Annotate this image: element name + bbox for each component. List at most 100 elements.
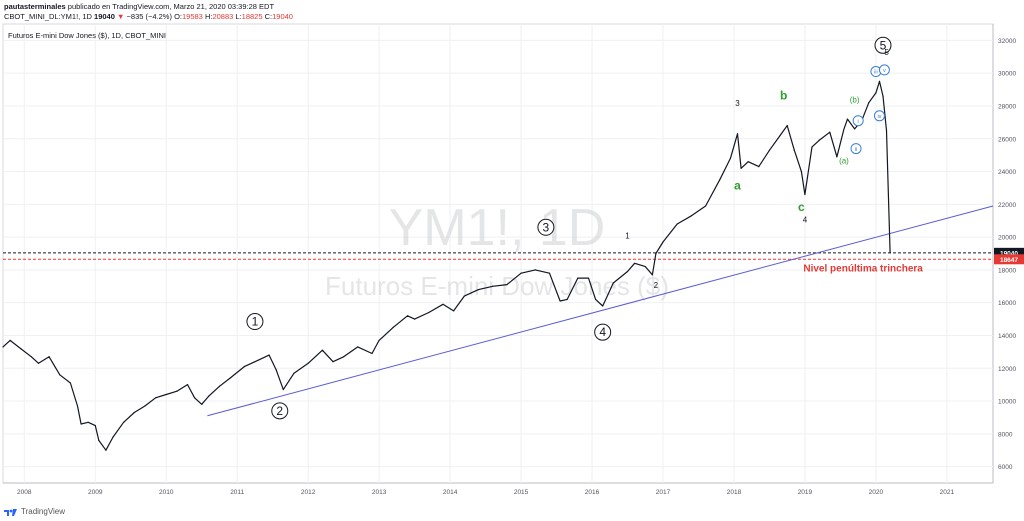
price-point <box>307 362 309 364</box>
price-point <box>428 311 430 314</box>
y-tick-label: 16000 <box>998 300 1016 307</box>
open-value: 19583 <box>182 12 203 21</box>
price-point <box>87 421 89 423</box>
price-point <box>30 356 32 358</box>
level-tag-label: 19040 <box>1000 250 1018 257</box>
published-info: publicado en TradingView.com, Marzo 21, … <box>67 2 275 11</box>
price-point <box>818 139 820 141</box>
price-point <box>229 377 231 379</box>
wave-label: v <box>883 68 886 74</box>
x-tick-label: 2018 <box>727 489 742 496</box>
low-label: L: <box>235 12 242 21</box>
price-series-layer <box>2 80 891 451</box>
price-point <box>548 272 551 274</box>
y-tick-label: 8000 <box>998 431 1013 438</box>
price-point <box>868 102 870 104</box>
price-point <box>804 193 806 196</box>
price-point <box>406 315 409 317</box>
x-tick-label: 2013 <box>372 489 387 496</box>
price-point <box>477 288 480 291</box>
x-tick-label: 2015 <box>514 489 529 496</box>
wave-label: (b) <box>850 96 860 105</box>
price-point <box>587 277 590 279</box>
price-point <box>577 277 579 279</box>
price-point <box>559 300 561 302</box>
wave-label: iv <box>877 114 881 120</box>
price-point <box>282 388 284 391</box>
price-point <box>740 167 742 169</box>
tradingview-logo-icon <box>4 509 17 516</box>
price-point <box>37 362 40 364</box>
price-point <box>94 425 96 427</box>
y-tick-label: 18000 <box>998 267 1016 274</box>
price-point <box>69 382 72 384</box>
support-trendline <box>207 205 994 417</box>
wave-label: 2 <box>654 281 659 290</box>
price-point <box>612 282 614 284</box>
price-point <box>243 366 245 368</box>
wave-label: 4 <box>803 215 808 224</box>
price-point <box>194 397 196 399</box>
low-value: 18825 <box>241 12 263 21</box>
wave-label: (a) <box>839 156 849 165</box>
price-point <box>463 295 465 297</box>
x-tick-label: 2008 <box>17 489 32 496</box>
price-point <box>875 92 877 94</box>
wave-annotations: Nivel penúltima trinchera 1 2 3 4 5 1 2 3 4 5 a b c (a… <box>246 36 923 420</box>
level-annotation: Nivel penúltima trinchera <box>803 264 923 275</box>
price-point <box>98 439 100 441</box>
x-tick-label: 2016 <box>585 489 600 496</box>
price-point <box>736 133 739 135</box>
chart-header: pautasterminales publicado en TradingVie… <box>4 2 293 22</box>
price-point <box>889 252 891 254</box>
author-name[interactable]: pautasterminales <box>4 2 66 11</box>
high-value: 20883 <box>212 12 234 21</box>
ticker-line: CBOT_MINI_DL:YM1!, 1D 19040 ▼ −835 (−4.2… <box>4 12 293 22</box>
ticker: CBOT_MINI_DL:YM1!, 1D <box>4 12 92 21</box>
price-point <box>201 403 203 405</box>
y-tick-label: 6000 <box>998 464 1013 471</box>
open-label: O: <box>174 12 182 21</box>
wave-label: a <box>734 179 741 193</box>
level-tag-bg <box>994 254 1024 265</box>
gridlines <box>3 24 993 483</box>
y-tick-label: 12000 <box>998 366 1016 373</box>
change-down-icon: ▼ <box>117 12 125 21</box>
price-point <box>321 349 323 351</box>
y-tick-label: 14000 <box>998 333 1016 340</box>
wave-label-circle <box>874 36 892 54</box>
price-point <box>729 157 732 160</box>
symbol-watermark: YM1!, 1D Futuros E-mini Dow Jones ($) <box>325 199 669 301</box>
wave-label: iii <box>874 70 878 76</box>
price-point <box>105 449 107 451</box>
wave-label: 2 <box>276 404 283 418</box>
price-point <box>293 372 295 374</box>
price-point <box>218 385 221 387</box>
y-tick-label: 20000 <box>998 235 1016 242</box>
high-label: H: <box>204 12 213 21</box>
x-tick-label: 2009 <box>88 489 103 496</box>
y-tick-label: 26000 <box>998 136 1016 143</box>
price-point <box>520 272 522 274</box>
price-point <box>602 305 604 307</box>
price-point <box>655 252 657 255</box>
x-tick-label: 2014 <box>443 489 458 496</box>
y-tick-label: 32000 <box>998 38 1016 45</box>
price-point <box>442 303 444 305</box>
price-point <box>836 156 838 158</box>
wave-label: 5 <box>880 38 887 52</box>
price-point <box>20 347 22 350</box>
price-point <box>854 128 856 130</box>
y-tick-label: 10000 <box>998 399 1016 406</box>
price-point <box>885 129 888 132</box>
footer-brand[interactable]: TradingView <box>21 507 66 516</box>
wave-label-circle <box>878 64 890 76</box>
price-point <box>154 397 157 399</box>
price-series-line <box>2 80 891 451</box>
price-point <box>843 128 845 130</box>
footer: TradingView <box>4 507 65 516</box>
price-point <box>453 310 455 312</box>
price-point <box>123 421 125 423</box>
x-tick-label: 2011 <box>230 489 244 496</box>
